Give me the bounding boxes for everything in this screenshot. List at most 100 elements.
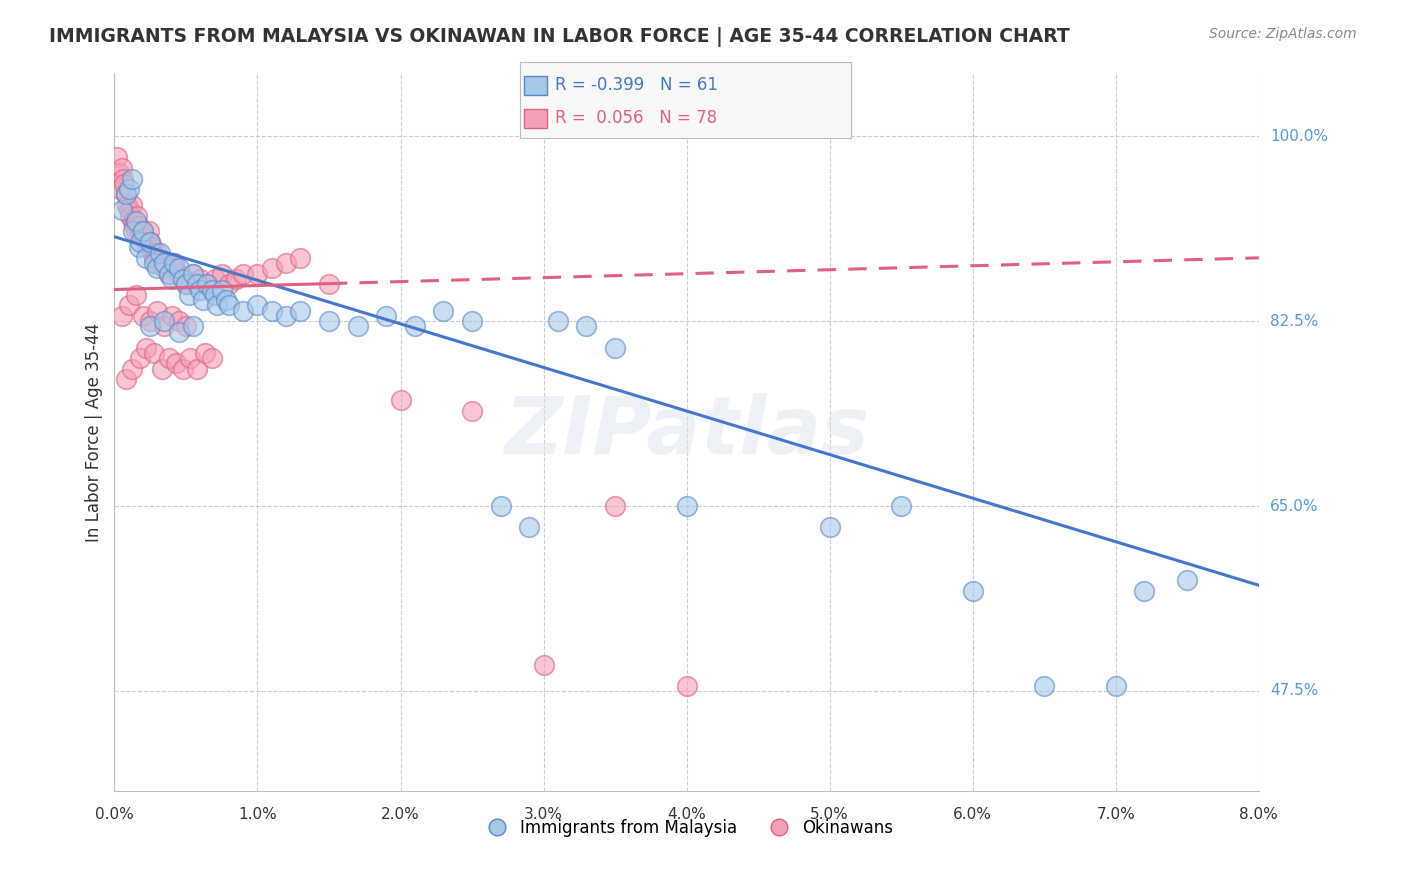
Point	[139, 319, 162, 334]
Text: 1.0%: 1.0%	[238, 807, 277, 822]
Point	[128, 240, 150, 254]
Point	[163, 256, 186, 270]
Point	[211, 267, 233, 281]
Point	[201, 283, 224, 297]
Point	[290, 251, 312, 265]
Point	[547, 314, 569, 328]
Point	[260, 261, 283, 276]
Text: R =  0.056   N = 78: R = 0.056 N = 78	[555, 109, 717, 127]
Point	[218, 298, 240, 312]
Point	[115, 372, 138, 386]
Point	[112, 177, 135, 191]
Point	[122, 224, 145, 238]
Point	[167, 261, 190, 276]
Point	[197, 277, 219, 292]
Point	[149, 245, 172, 260]
Point	[121, 361, 143, 376]
Point	[146, 303, 169, 318]
Point	[132, 309, 155, 323]
Point	[274, 309, 297, 323]
Point	[575, 319, 598, 334]
Point	[204, 272, 226, 286]
Point	[174, 319, 197, 334]
Point	[181, 319, 204, 334]
Point	[118, 203, 141, 218]
Point	[105, 151, 128, 165]
Point	[404, 319, 426, 334]
Point	[145, 256, 167, 270]
Point	[149, 256, 172, 270]
Point	[181, 267, 204, 281]
Point	[115, 187, 138, 202]
Point	[1133, 583, 1156, 598]
Point	[260, 303, 283, 318]
Point	[124, 219, 146, 234]
Point	[186, 361, 208, 376]
Point	[160, 309, 183, 323]
Point	[153, 256, 176, 270]
Point	[146, 261, 169, 276]
Point	[160, 272, 183, 286]
Point	[136, 240, 159, 254]
Point	[172, 272, 194, 286]
Point	[290, 303, 312, 318]
Point	[139, 235, 162, 249]
Point	[375, 309, 398, 323]
Point	[818, 520, 841, 534]
Point	[141, 240, 163, 254]
Point	[135, 341, 157, 355]
Text: 100.0%: 100.0%	[1270, 128, 1329, 144]
Point	[177, 287, 200, 301]
Point	[125, 287, 148, 301]
Point	[110, 203, 132, 218]
Point	[107, 166, 129, 180]
Point	[165, 356, 187, 370]
Point	[139, 314, 162, 328]
Text: 8.0%: 8.0%	[1240, 807, 1278, 822]
Point	[1033, 679, 1056, 693]
Point	[139, 235, 162, 249]
Point	[603, 499, 626, 513]
Point	[246, 298, 269, 312]
Point	[125, 214, 148, 228]
Point	[318, 314, 340, 328]
Point	[181, 267, 204, 281]
Point	[118, 182, 141, 196]
Text: 3.0%: 3.0%	[524, 807, 562, 822]
Y-axis label: In Labor Force | Age 35-44: In Labor Force | Age 35-44	[86, 323, 103, 541]
Point	[172, 361, 194, 376]
Point	[132, 224, 155, 238]
Point	[135, 251, 157, 265]
Point	[174, 277, 197, 292]
Point	[157, 267, 180, 281]
Text: 65.0%: 65.0%	[1270, 499, 1319, 514]
Point	[120, 209, 142, 223]
Point	[489, 499, 512, 513]
Text: 7.0%: 7.0%	[1097, 807, 1135, 822]
Point	[193, 346, 215, 360]
Point	[172, 272, 194, 286]
Point	[246, 267, 269, 281]
Point	[389, 393, 412, 408]
Point	[191, 293, 214, 307]
Point	[153, 314, 176, 328]
Point	[432, 303, 454, 318]
Point	[675, 499, 697, 513]
Point	[517, 520, 540, 534]
Point	[127, 209, 149, 223]
Point	[890, 499, 912, 513]
Point	[167, 325, 190, 339]
Point	[138, 224, 160, 238]
Point	[153, 261, 176, 276]
Text: 0.0%: 0.0%	[96, 807, 134, 822]
Point	[174, 277, 197, 292]
Point	[215, 293, 238, 307]
Point	[461, 314, 484, 328]
Point	[142, 245, 165, 260]
Point	[108, 182, 131, 196]
Point	[153, 319, 176, 334]
Point	[1175, 573, 1198, 587]
Point	[225, 272, 247, 286]
Point	[160, 256, 183, 270]
Point	[134, 229, 156, 244]
